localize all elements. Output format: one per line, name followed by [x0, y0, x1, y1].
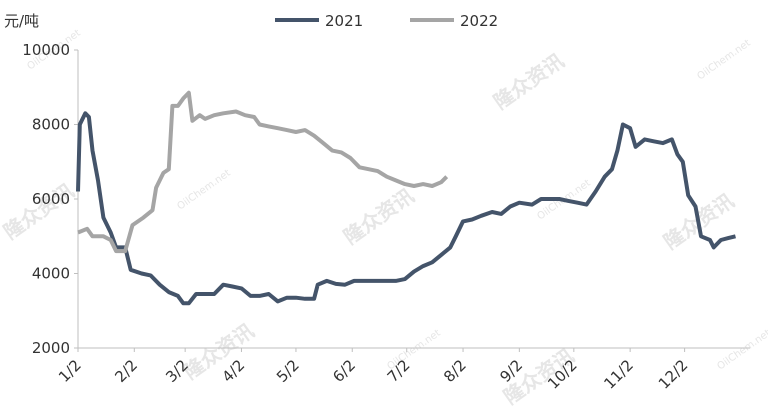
watermark: 隆众资讯 [489, 49, 568, 115]
x-tick-label: 11/2 [600, 356, 637, 393]
watermark: OilChem.net [695, 38, 752, 83]
y-tick-label: 2000 [32, 339, 70, 357]
x-tick-label: 2/2 [111, 356, 141, 386]
y-tick-label: 6000 [32, 190, 70, 208]
series-line [77, 90, 449, 254]
y-tick-label: 10000 [22, 41, 70, 59]
watermark: OilChem.net [175, 168, 232, 213]
x-tick-label: 6/2 [329, 356, 359, 386]
watermark: 隆众资讯 [0, 179, 78, 245]
x-tick-label: 12/2 [655, 356, 692, 393]
legend-label: 2022 [460, 12, 498, 30]
watermark: 隆众资讯 [339, 184, 418, 250]
y-axis-label: 元/吨 [4, 12, 39, 30]
y-tick-label: 8000 [32, 116, 70, 134]
series-line [76, 111, 736, 306]
x-tick-label: 5/2 [273, 356, 303, 386]
legend-label: 2021 [325, 12, 363, 30]
x-tick-label: 8/2 [440, 356, 470, 386]
watermark: OilChem.net [715, 328, 768, 373]
y-tick-label: 4000 [32, 265, 70, 283]
x-tick-label: 1/2 [55, 356, 85, 386]
